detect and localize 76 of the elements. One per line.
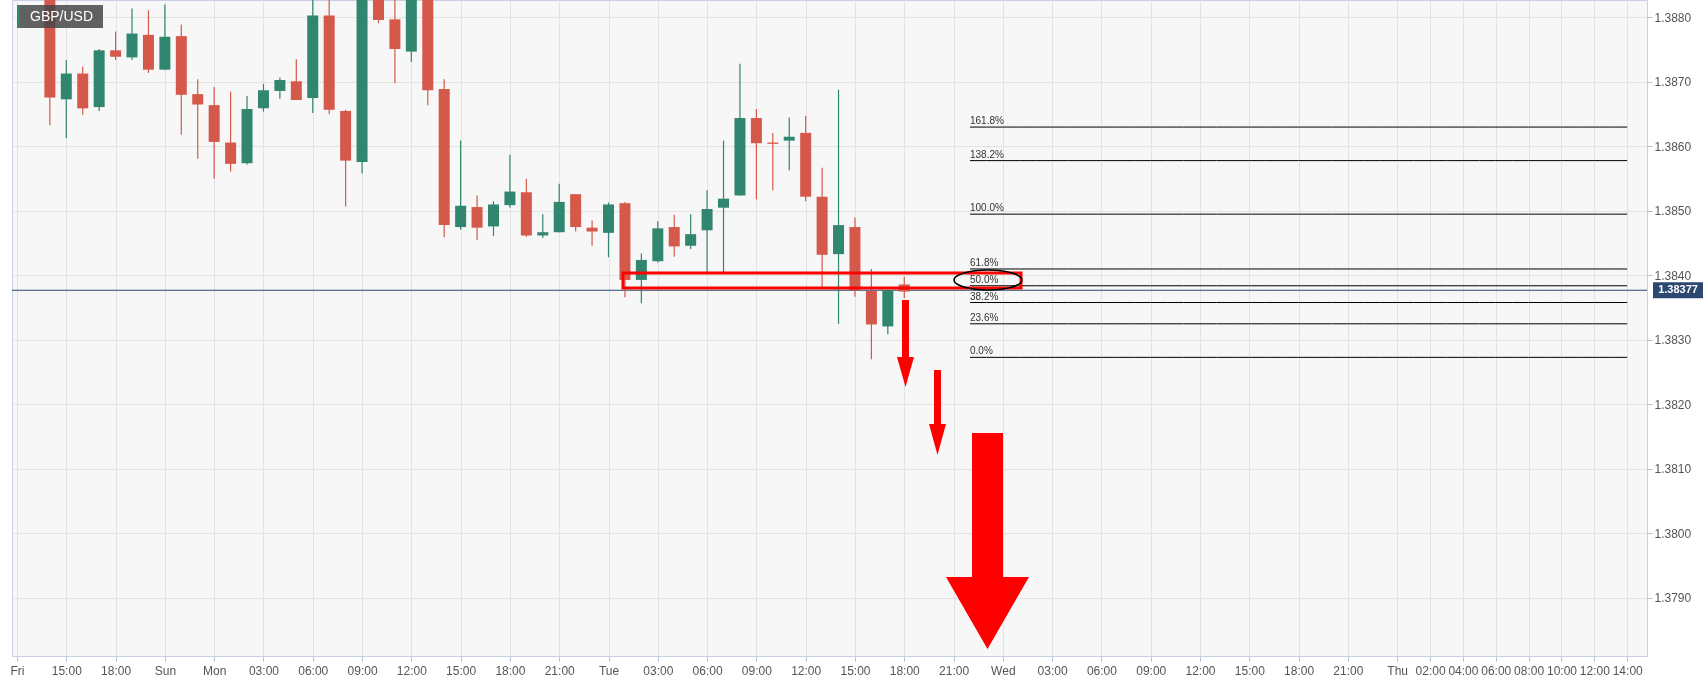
text: GBP/USD xyxy=(17,5,104,28)
x-tick-label: 15:00 xyxy=(51,663,83,678)
y-tick-label: 1.3790 xyxy=(1654,591,1692,606)
candlestick xyxy=(192,78,204,160)
candlestick xyxy=(701,189,713,275)
x-tick-label: 12:00 xyxy=(1579,663,1611,678)
x-tick-label: 15:00 xyxy=(840,663,871,678)
y-tick-label: 1.3800 xyxy=(1654,526,1692,541)
candlestick xyxy=(290,58,302,101)
series-label: 161.8% xyxy=(969,115,1005,127)
x-tick-label: 06:00 xyxy=(692,663,723,678)
y-tick-label: 1.3880 xyxy=(1654,10,1692,25)
candlestick xyxy=(126,7,138,61)
candlestick xyxy=(110,31,122,61)
x-tick-label: 15:00 xyxy=(1234,663,1266,678)
x-tick-label: 04:00 xyxy=(1448,663,1479,678)
x-tick-label: 21:00 xyxy=(544,663,576,678)
x-tick-label: 12:00 xyxy=(396,663,428,678)
series-label: 0.0% xyxy=(969,345,993,357)
x-tick-label: Thu xyxy=(1387,663,1409,678)
series-label: 23.6% xyxy=(969,311,999,323)
y-tick-label: 1.3850 xyxy=(1654,204,1692,219)
candlestick xyxy=(718,140,730,275)
candlestick xyxy=(257,83,269,113)
x-tick-label: 18:00 xyxy=(101,663,132,678)
x-tick-label: 12:00 xyxy=(791,663,822,678)
x-tick-label: 03:00 xyxy=(1037,663,1068,678)
candlestick xyxy=(586,220,598,247)
x-tick-label: Mon xyxy=(203,663,227,678)
x-tick-label: 06:00 xyxy=(298,663,329,678)
x-tick-label: 18:00 xyxy=(889,663,921,678)
x-tick-label: 18:00 xyxy=(1284,663,1315,678)
candlestick xyxy=(455,140,467,231)
candlestick xyxy=(537,213,549,239)
y-tick-label: 1.3860 xyxy=(1654,139,1692,154)
x-tick-label: 03:00 xyxy=(643,663,674,678)
y-tick-label: 1.3870 xyxy=(1654,75,1692,90)
y-tick-label: 1.3830 xyxy=(1654,333,1692,348)
ref-line-label: 1.38377 xyxy=(1658,283,1698,296)
series-label: 100.0% xyxy=(969,202,1005,214)
x-tick-label: 09:00 xyxy=(741,663,773,678)
x-tick-label: 06:00 xyxy=(1481,663,1512,678)
x-tick-label: 09:00 xyxy=(1136,663,1167,678)
x-tick-label: Wed xyxy=(991,663,1016,678)
x-tick-label: Sun xyxy=(154,663,177,678)
candlestick xyxy=(685,213,697,250)
y-tick-label: 1.3810 xyxy=(1654,462,1692,477)
x-tick-label: 10:00 xyxy=(1546,663,1578,678)
series-label: 50.0% xyxy=(969,273,999,285)
candlestick xyxy=(833,89,845,325)
x-tick-label: Fri xyxy=(10,663,25,678)
x-tick-label: 18:00 xyxy=(495,663,526,678)
candlestick xyxy=(274,76,286,100)
candlestick xyxy=(372,0,384,24)
x-tick-label: 02:00 xyxy=(1415,663,1446,678)
candlestick xyxy=(225,90,237,173)
series-label: 38.2% xyxy=(969,290,999,302)
x-tick-label: 12:00 xyxy=(1185,663,1216,678)
x-tick-label: 15:00 xyxy=(446,663,477,678)
x-tick-label: 21:00 xyxy=(939,663,970,678)
candlestick xyxy=(504,154,516,209)
x-tick-label: Tue xyxy=(598,663,620,678)
y-tick-label: 1.3820 xyxy=(1654,397,1692,412)
candlestick xyxy=(783,116,795,171)
x-tick-label: 21:00 xyxy=(1333,663,1364,678)
series-label: 138.2% xyxy=(969,148,1005,160)
x-tick-label: 08:00 xyxy=(1514,663,1545,678)
x-tick-label: 14:00 xyxy=(1612,663,1644,678)
candlestick xyxy=(487,200,499,237)
x-tick-label: 03:00 xyxy=(248,663,280,678)
candlestick xyxy=(471,194,483,241)
candlestick xyxy=(668,214,680,258)
x-tick-label: 09:00 xyxy=(347,663,378,678)
series-label: 61.8% xyxy=(969,256,999,268)
y-tick-label: 1.3840 xyxy=(1654,268,1692,283)
x-tick-label: 06:00 xyxy=(1086,663,1118,678)
